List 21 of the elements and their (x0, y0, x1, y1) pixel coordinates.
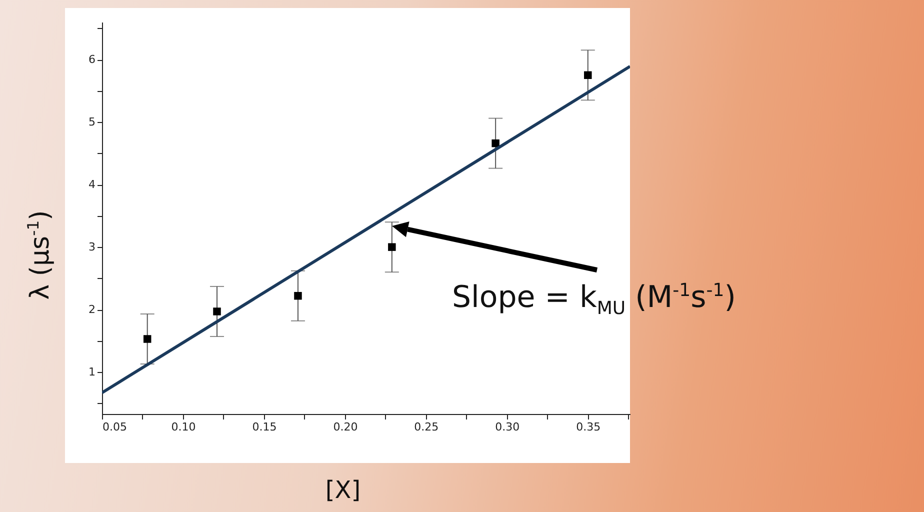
y-tick-label: 5 (88, 116, 96, 129)
x-tick-label: 0.20 (333, 420, 358, 434)
y-tick-label: 1 (88, 366, 96, 379)
point (388, 243, 396, 251)
x-tick-label: 0.05 (102, 420, 127, 434)
y-tick-label: 4 (88, 178, 96, 192)
x-axis-title: [X] (325, 476, 361, 504)
point (294, 292, 302, 300)
x-tick-label: 0.35 (576, 420, 601, 434)
x-tick-label: 0.30 (495, 420, 520, 434)
x-tick-label: 0.25 (414, 420, 439, 434)
x-tick-label: 0.15 (252, 420, 277, 434)
x-tick-label: 0.10 (171, 420, 196, 434)
y-tick-label: 3 (88, 240, 96, 254)
point (143, 335, 152, 343)
point (213, 308, 221, 316)
annotation: Slope = k$_{MU}$ (M$^{-1}$s$^{-1}$) (452, 280, 736, 319)
point (584, 71, 592, 80)
y-tick-label: 6 (88, 53, 96, 66)
y-tick-label: 2 (88, 303, 96, 316)
point (492, 139, 500, 148)
